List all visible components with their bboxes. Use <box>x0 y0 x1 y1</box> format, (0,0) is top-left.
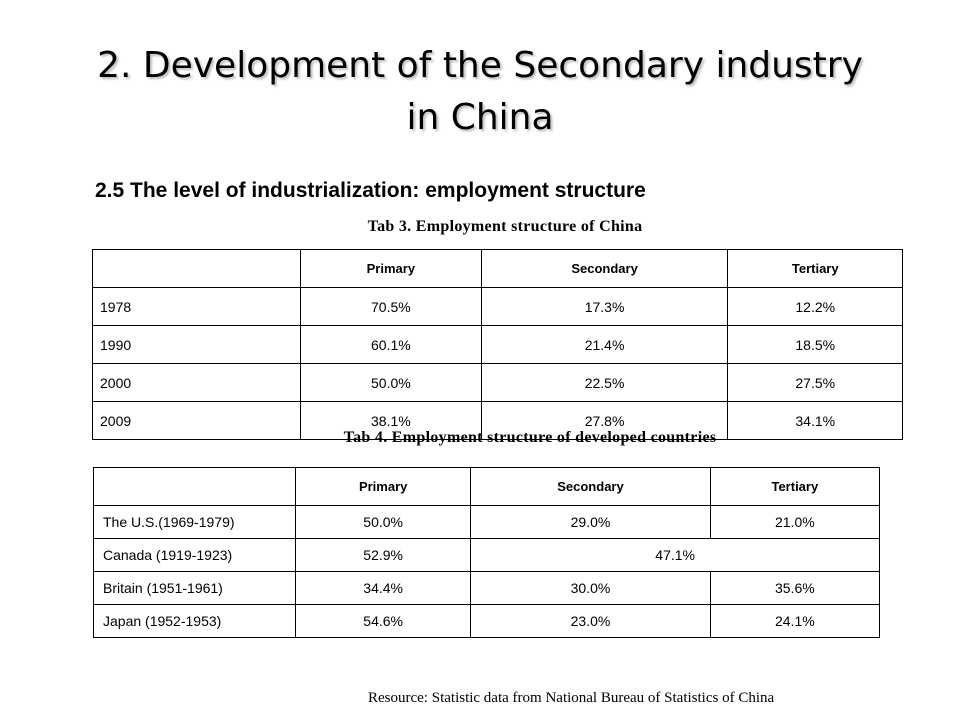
source-note: Resource: Statistic data from National B… <box>368 690 775 706</box>
primary-cell: 54.6% <box>294 604 472 638</box>
table-row: 2000 50.0% 22.5% 27.5% <box>92 363 903 402</box>
table-row: Japan (1952-1953) 54.6% 23.0% 24.1% <box>93 604 881 638</box>
row-label: The U.S.(1969-1979) <box>93 505 296 539</box>
tertiary-cell: 12.2% <box>727 287 903 326</box>
header-cell-tertiary: Tertiary <box>709 467 881 506</box>
header-cell-empty <box>93 467 296 506</box>
slide-title: 2. Development of the Secondary industry… <box>0 40 960 144</box>
tab4-caption: Tab 4. Employment structure of developed… <box>343 429 717 446</box>
section-subtitle: 2.5 The level of industrialization: empl… <box>95 179 646 202</box>
header-cell-secondary: Secondary <box>480 249 729 288</box>
row-label: 1990 <box>92 325 301 364</box>
row-label: Canada (1919-1923) <box>93 538 296 572</box>
header-cell-secondary: Secondary <box>470 467 711 506</box>
tertiary-cell: 24.1% <box>709 604 881 638</box>
table-row: 2009 38.1% 27.8% 34.1% <box>92 401 903 440</box>
primary-cell: 50.0% <box>294 505 472 539</box>
slide-title-line-2: in China <box>406 97 554 138</box>
table-header-row: Primary Secondary Tertiary <box>92 249 903 288</box>
row-label: Britain (1951-1961) <box>93 571 296 605</box>
tertiary-cell: 21.0% <box>709 505 881 539</box>
secondary-cell: 22.5% <box>480 363 729 402</box>
primary-cell: 60.1% <box>300 325 482 364</box>
table-row: 1990 60.1% 21.4% 18.5% <box>92 325 903 364</box>
tertiary-cell: 27.5% <box>727 363 903 402</box>
table-row: Britain (1951-1961) 34.4% 30.0% 35.6% <box>93 571 881 605</box>
secondary-cell: 21.4% <box>480 325 729 364</box>
slide-title-line-1: 2. Development of the Secondary industry <box>97 45 863 86</box>
primary-cell: 52.9% <box>294 538 472 572</box>
china-employment-table: Primary Secondary Tertiary 1978 70.5% 17… <box>92 249 903 440</box>
table-row: 1978 70.5% 17.3% 12.2% <box>92 287 903 326</box>
tertiary-cell: 18.5% <box>727 325 903 364</box>
row-label: 1978 <box>92 287 301 326</box>
header-cell-tertiary: Tertiary <box>727 249 903 288</box>
header-cell-primary: Primary <box>294 467 472 506</box>
row-label: 2009 <box>92 401 301 440</box>
secondary-cell: 27.8% <box>480 401 729 440</box>
primary-cell: 34.4% <box>294 571 472 605</box>
secondary-cell: 29.0% <box>470 505 711 539</box>
primary-cell: 70.5% <box>300 287 482 326</box>
primary-cell: 50.0% <box>300 363 482 402</box>
row-label: 2000 <box>92 363 301 402</box>
table-row: The U.S.(1969-1979) 50.0% 29.0% 21.0% <box>93 505 881 539</box>
secondary-cell: 30.0% <box>470 571 711 605</box>
header-cell-primary: Primary <box>300 249 482 288</box>
tertiary-cell: 34.1% <box>727 401 903 440</box>
secondary-cell: 17.3% <box>480 287 729 326</box>
tab3-caption: Tab 3. Employment structure of China <box>367 218 643 235</box>
tertiary-cell: 35.6% <box>709 571 881 605</box>
row-label: Japan (1952-1953) <box>93 604 296 638</box>
developed-countries-table: Primary Secondary Tertiary The U.S.(1969… <box>93 467 881 638</box>
table-row: Canada (1919-1923) 52.9% 47.1% <box>93 538 880 572</box>
header-cell-empty <box>92 249 301 288</box>
secondary-cell: 23.0% <box>470 604 711 638</box>
primary-cell: 38.1% <box>300 401 482 440</box>
table-header-row: Primary Secondary Tertiary <box>93 467 881 506</box>
secondary-tertiary-merged-cell: 47.1% <box>470 538 880 572</box>
